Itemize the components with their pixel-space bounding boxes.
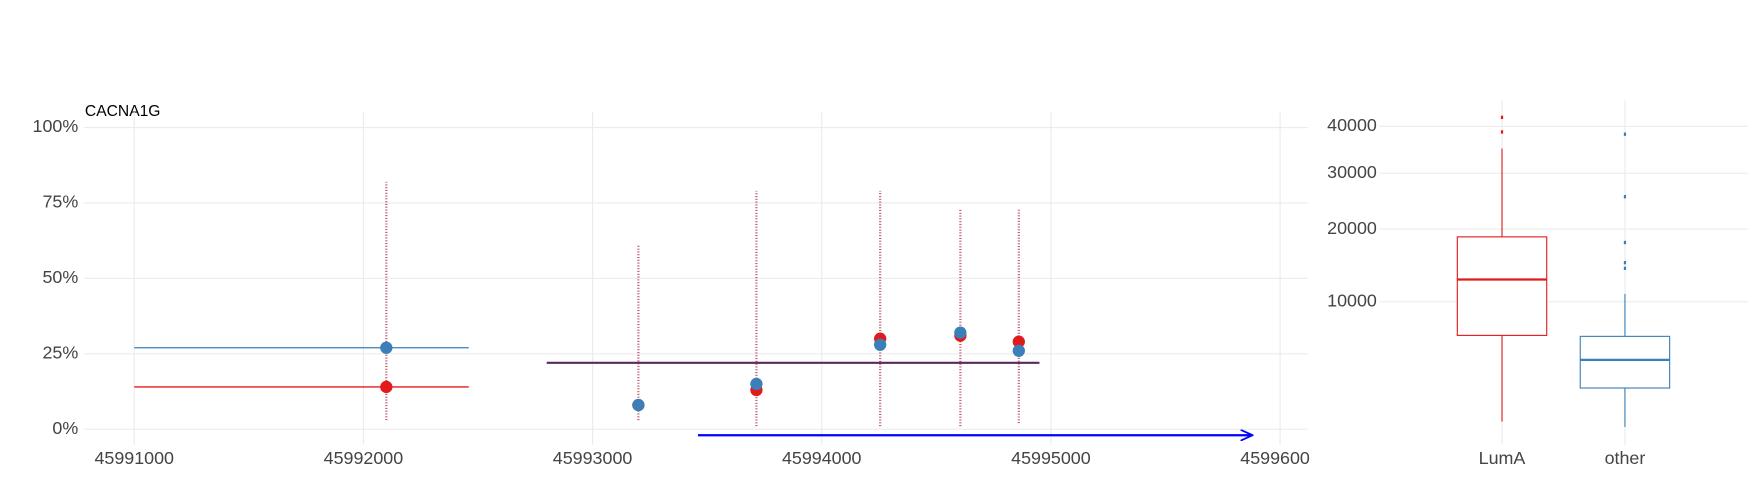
- x-tick-label: 45996000: [1240, 448, 1320, 468]
- point: [380, 380, 393, 394]
- point: [632, 398, 645, 412]
- x-tick-label: other: [1605, 448, 1646, 468]
- x-tick-label: 45993000: [553, 448, 633, 468]
- point: [954, 326, 967, 339]
- x-tick-label: 45992000: [324, 448, 404, 468]
- point: [1012, 335, 1025, 348]
- box: [1579, 335, 1671, 389]
- y-tick-label: 0%: [52, 418, 78, 438]
- outlier: [1623, 240, 1627, 245]
- outlier: [1623, 195, 1627, 199]
- point: [380, 341, 393, 354]
- y-tick-label: 25%: [42, 342, 78, 362]
- y-tick-label: 30000: [1327, 162, 1377, 182]
- x-tick-label: LumA: [1479, 448, 1526, 468]
- x-tick-label: 45991000: [94, 448, 174, 468]
- outlier: [1623, 260, 1627, 265]
- chart-title: CACNA1G: [85, 103, 161, 120]
- left-panel: 45991000 45992000 45993000 45994000 45995000…: [83, 111, 1320, 468]
- y-tick-label: 50%: [42, 267, 78, 287]
- y-tick-label: 100%: [33, 116, 79, 136]
- right-panel: 10000 20000 30000 40000 LumA other: [1327, 100, 1748, 468]
- y-tick-label: 40000: [1327, 115, 1377, 135]
- outlier: [1500, 115, 1504, 120]
- outlier: [1623, 266, 1627, 271]
- point: [1012, 344, 1025, 357]
- x-tick-label: 45995000: [1011, 448, 1091, 468]
- y-tick-label: 20000: [1327, 218, 1377, 238]
- x-tick-label: 45994000: [782, 448, 862, 468]
- outlier: [1500, 130, 1504, 134]
- y-tick-label: 10000: [1327, 291, 1377, 311]
- y-tick-label: 75%: [42, 192, 78, 212]
- point: [874, 338, 887, 351]
- outlier: [1623, 132, 1627, 136]
- point: [750, 377, 763, 391]
- box: [1456, 236, 1548, 336]
